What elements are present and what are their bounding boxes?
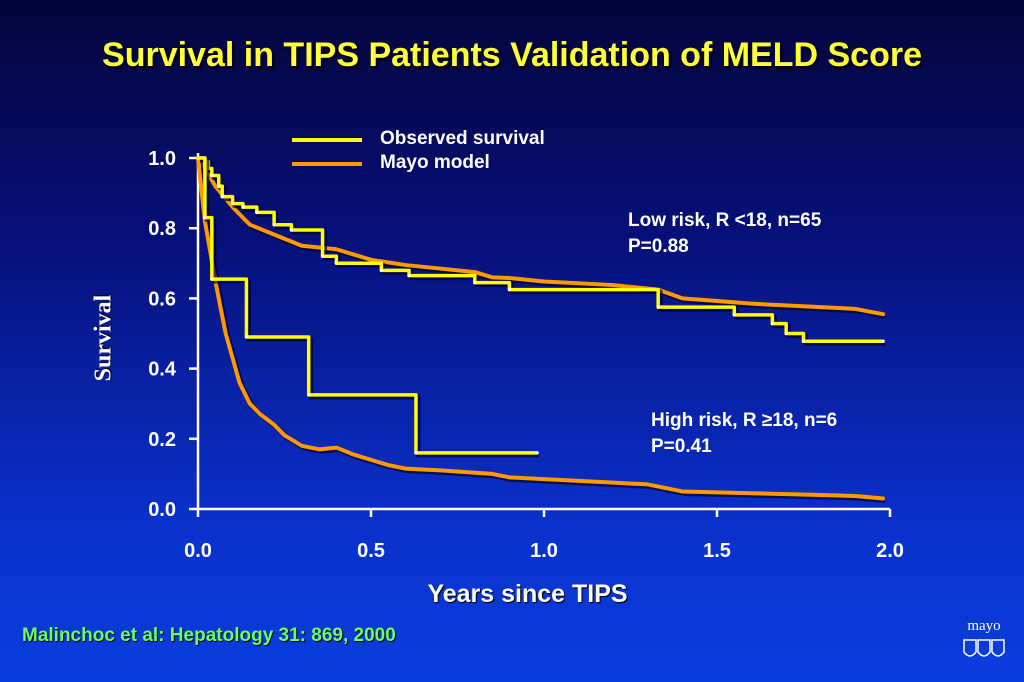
y-tick-label: 1.0 <box>148 148 176 170</box>
censor-point-low <box>320 254 325 258</box>
censor-point-low <box>881 339 885 343</box>
censor-point-low <box>289 228 294 232</box>
legend-label-observed: Observed survival <box>380 128 545 149</box>
censor-point-high <box>535 451 539 455</box>
censor-point-low <box>507 288 511 292</box>
series-line-high-observed <box>196 156 539 455</box>
x-tick-label: 1.0 <box>530 540 558 562</box>
censor-point-low <box>379 268 383 272</box>
chart-axes: 0.0 0.5 1.0 1.5 2.0 0.0 0.2 0.4 0.6 0.8 1.0 <box>148 148 904 562</box>
y-tick-label: 0.2 <box>148 429 176 451</box>
legend-label-model: Mayo model <box>380 152 490 173</box>
censor-point-low <box>407 273 411 278</box>
x-tick-label: 1.5 <box>703 540 731 562</box>
legend-swatch-model <box>292 162 362 166</box>
censor-point-low <box>784 331 788 336</box>
x-tick-label: 2.0 <box>876 540 904 562</box>
citation: Malinchoc et al: Hepatology 31: 869, 200… <box>22 625 396 646</box>
x-axis-title: Years since TIPS <box>427 580 628 608</box>
annotation-low-risk: Low risk, R <18, n=65 P=0.88 <box>628 208 821 260</box>
chart-series <box>196 156 886 503</box>
annotation-low-risk-line1: Low risk, R <18, n=65 <box>628 210 822 231</box>
censor-point-low <box>220 195 224 199</box>
logo-text: mayo <box>967 618 1001 634</box>
censor-point-low <box>255 210 259 215</box>
y-tick-label: 0.4 <box>148 359 177 381</box>
y-tick-label: 0.6 <box>148 288 176 310</box>
series-shadow-high-observed <box>200 157 540 458</box>
y-tick-label: 0.0 <box>148 499 176 521</box>
censor-point-low <box>801 339 806 343</box>
y-tick-label: 0.8 <box>148 218 176 240</box>
shield-icon <box>963 639 1005 657</box>
censor-point-low <box>732 313 736 317</box>
censor-point-low <box>473 281 477 285</box>
censor-point-low <box>656 305 660 309</box>
censor-point-high <box>414 451 418 455</box>
x-tick-label: 0.5 <box>357 540 385 562</box>
censor-point-high <box>210 277 214 281</box>
censor-point-low <box>210 173 214 178</box>
censor-point-low <box>241 205 245 209</box>
censor-point-low <box>272 223 276 227</box>
censor-point-low <box>770 322 774 326</box>
series-line-high-model <box>196 156 886 501</box>
x-tick-label: 0.0 <box>184 540 212 562</box>
annotation-high-risk-line2: P=0.41 <box>651 436 712 457</box>
slide-title: Survival in TIPS Patients Validation of … <box>102 36 922 74</box>
annotation-high-risk: High risk, R ≥18, n=6 P=0.41 <box>651 408 837 460</box>
censor-point-high <box>307 393 311 397</box>
censor-point-low <box>334 261 338 265</box>
legend-swatch-observed <box>292 138 362 142</box>
censor-point-high <box>203 216 207 220</box>
mayo-logo: mayo <box>960 618 1008 664</box>
y-axis-title: Survival <box>90 294 117 382</box>
annotation-low-risk-line2: P=0.88 <box>628 236 689 257</box>
censor-point-low <box>231 202 235 206</box>
annotation-high-risk-line1: High risk, R ≥18, n=6 <box>651 410 838 431</box>
censor-point-low <box>217 184 221 188</box>
series-line-low-model <box>196 156 886 317</box>
censor-point-high <box>244 335 249 339</box>
